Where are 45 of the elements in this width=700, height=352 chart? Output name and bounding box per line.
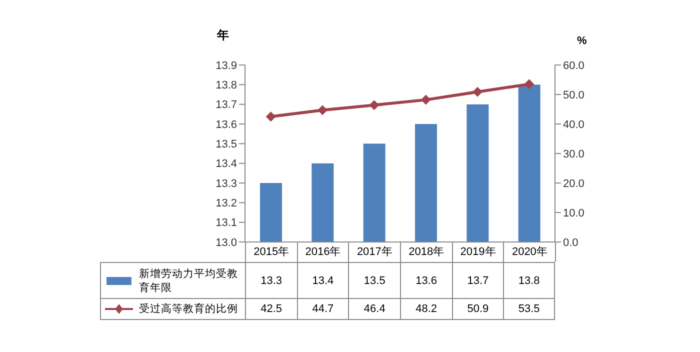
data-label: 48.2 [400,299,452,319]
legend-label: 新增劳动力平均受教育年限 [139,266,239,294]
data-label: 13.3 [245,263,297,298]
y-tick-label: 13.8 [216,80,237,92]
y-tick-label: 13.1 [216,217,237,230]
data-label: 46.4 [348,299,400,319]
data-label: 53.5 [503,299,555,319]
x-tick-label: 2015年 [245,242,297,262]
x-tick-label: 2017年 [348,242,400,262]
y-tick-label: 13.5 [216,138,237,151]
data-label: 44.7 [296,299,348,319]
y-tick-label: 13.3 [216,178,237,190]
y2-tick-label: 50.0 [563,89,584,102]
x-tick-label: 2018年 [400,242,452,262]
y2-axis-title: % [577,35,587,47]
y2-tick-label: 20.0 [563,178,584,190]
x-tick-label: 2020年 [503,242,556,262]
y2-tick-label: 60.0 [563,60,584,72]
point [420,94,431,105]
data-label: 13.4 [296,263,348,298]
data-label: 13.8 [503,263,555,298]
point [472,86,482,97]
y-axis-title: 年 [217,27,229,44]
legend-label: 受过高等教育的比例 [139,302,239,316]
point [369,100,380,110]
data-label: 13.6 [400,263,452,298]
data-label: 13.7 [452,263,504,298]
y-tick-label: 13.6 [216,118,237,131]
x-tick-label: 2016年 [296,242,348,262]
y-tick-label: 13.7 [216,99,237,112]
point [266,112,276,122]
point [524,79,534,90]
y2-tick-label: 30.0 [563,148,584,160]
y-tick-label: 13.0 [216,236,237,249]
data-label: 42.5 [245,299,297,319]
data-label: 50.9 [452,299,504,319]
y-tick-label: 13.2 [216,198,237,210]
y-tick-label: 13.4 [216,158,237,170]
data-label: 13.5 [348,263,400,298]
y2-tick-label: 10.0 [563,207,584,220]
y2-tick-label: 0.0 [563,236,578,249]
point [318,105,328,116]
x-tick-label: 2019年 [452,242,504,262]
y2-tick-label: 40.0 [563,118,584,131]
y-tick-label: 13.9 [216,60,237,72]
